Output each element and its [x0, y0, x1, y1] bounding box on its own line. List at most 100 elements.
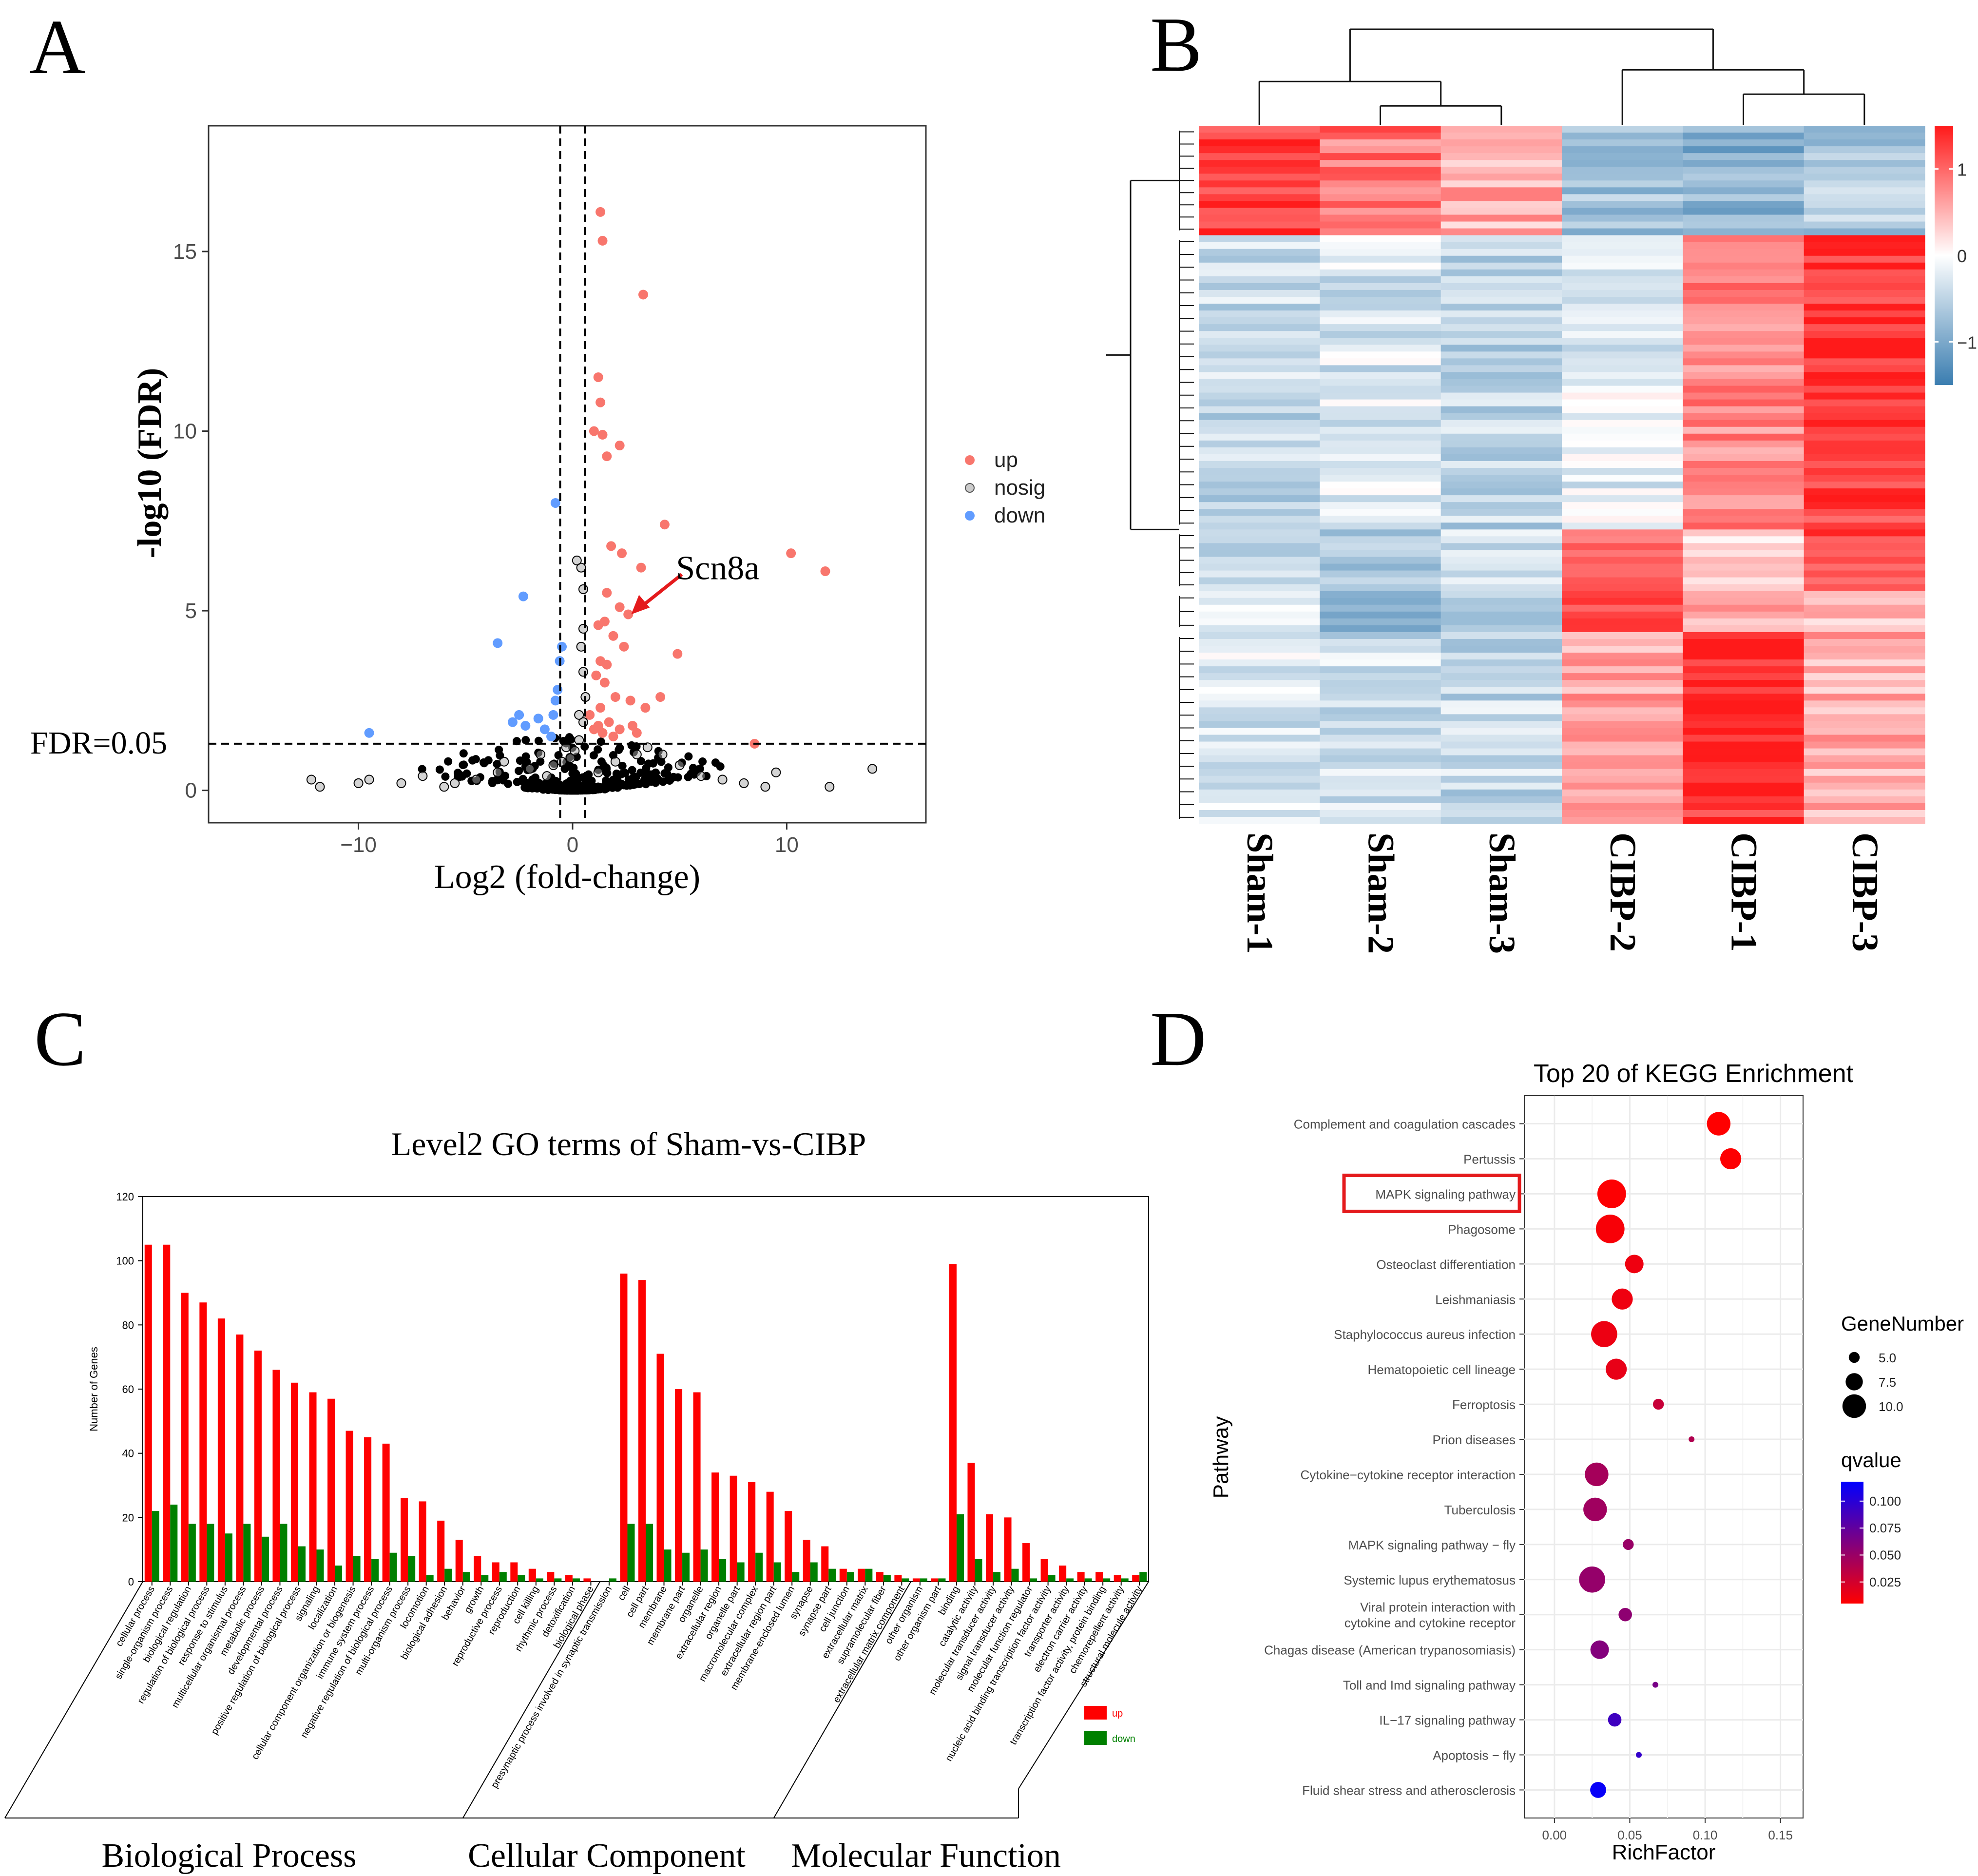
- heatmap-cell: [1440, 235, 1562, 243]
- heatmap-cell: [1320, 214, 1441, 222]
- bar-down: [938, 1578, 946, 1582]
- heatmap-cell: [1320, 242, 1441, 250]
- y-axis-label: -log10 (FDR): [131, 368, 169, 559]
- bar-up: [327, 1398, 335, 1582]
- heatmap-cell: [1562, 180, 1683, 188]
- heatmap-cell: [1683, 201, 1805, 209]
- heatmap-cell: [1440, 700, 1562, 708]
- heatmap-cell: [1199, 645, 1320, 653]
- annotation-arrow-shaft: [638, 573, 683, 610]
- heatmap-cell: [1804, 153, 1925, 160]
- heatmap-cell: [1320, 392, 1441, 400]
- heatmap-cell: [1683, 816, 1805, 824]
- annotation-label: Scn8a: [676, 549, 759, 587]
- bar-down: [188, 1524, 196, 1582]
- volcano-point-nosig: [493, 767, 503, 777]
- bar-down: [700, 1549, 708, 1582]
- heatmap-cell: [1562, 488, 1683, 496]
- heatmap-cell: [1440, 160, 1562, 167]
- bar-up: [565, 1575, 573, 1582]
- heatmap-cell: [1562, 310, 1683, 318]
- panel-letter-a: A: [29, 3, 86, 90]
- heatmap-cell: [1562, 810, 1683, 817]
- heatmap-cell: [1562, 331, 1683, 338]
- heatmap-cell: [1440, 755, 1562, 763]
- heatmap-cell: [1562, 174, 1683, 181]
- bar-up: [290, 1382, 298, 1582]
- volcano-point-nosig: [578, 584, 588, 594]
- volcano-point-nosig-dense: [515, 767, 523, 775]
- heatmap-cell: [1562, 440, 1683, 448]
- heatmap-cell: [1683, 803, 1805, 811]
- heatmap-cell: [1320, 249, 1441, 256]
- heatmap-cell: [1683, 707, 1805, 715]
- heatmap-cell: [1440, 816, 1562, 824]
- heatmap-cell: [1804, 509, 1925, 516]
- heatmap-cell: [1562, 358, 1683, 366]
- heatmap-cell: [1440, 488, 1562, 496]
- heatmap-cell: [1562, 433, 1683, 441]
- heatmap-cell: [1440, 653, 1562, 660]
- heatmap-cell: [1562, 228, 1683, 236]
- heatmap-cell: [1683, 249, 1805, 256]
- volcano-point-nosig: [717, 774, 728, 785]
- heatmap-cell: [1562, 584, 1683, 592]
- heatmap-cell: [1440, 687, 1562, 694]
- heatmap-cell: [1320, 687, 1441, 694]
- heatmap-cell: [1562, 611, 1683, 619]
- y-axis-label: Pathway: [1209, 1416, 1233, 1499]
- heatmap-cell: [1199, 748, 1320, 756]
- heatmap-cell: [1199, 358, 1320, 366]
- heatmap-cell: [1683, 495, 1805, 503]
- heatmap-cell: [1440, 386, 1562, 393]
- heatmap-cell: [1804, 680, 1925, 687]
- heatmap-cell: [1804, 516, 1925, 523]
- heatmap-cell: [1199, 290, 1320, 297]
- volcano-point-nosig-dense: [660, 769, 669, 778]
- bar-up: [1132, 1575, 1140, 1582]
- heatmap-cell: [1320, 659, 1441, 667]
- y-tick-label: 100: [116, 1255, 134, 1267]
- heatmap-cell: [1683, 653, 1805, 660]
- heatmap-cell: [1804, 345, 1925, 352]
- bar-down: [316, 1549, 324, 1582]
- heatmap-cell: [1804, 762, 1925, 770]
- heatmap-cell: [1683, 420, 1805, 427]
- volcano-point-nosig: [306, 774, 316, 785]
- volcano-point-nosig-dense: [643, 775, 652, 784]
- volcano-point-up: [625, 696, 635, 706]
- heatmap-cell: [1320, 126, 1441, 133]
- volcano-point-nosig-dense: [484, 756, 493, 765]
- pathway-label: Prion diseases: [1432, 1432, 1516, 1447]
- pathway-label: Ferroptosis: [1452, 1397, 1516, 1412]
- heatmap-cell: [1320, 228, 1441, 236]
- volcano-point-nosig: [570, 746, 580, 756]
- volcano-point-nosig-dense: [462, 769, 471, 778]
- heatmap-cell: [1320, 653, 1441, 660]
- bar-up: [181, 1293, 189, 1582]
- heatmap-cell: [1562, 379, 1683, 387]
- heatmap-cell: [1440, 516, 1562, 523]
- heatmap-cell: [1683, 673, 1805, 680]
- volcano-point-up: [640, 703, 651, 713]
- volcano-point-nosig: [578, 667, 588, 677]
- heatmap-cell: [1199, 502, 1320, 509]
- heatmap-cell: [1440, 351, 1562, 359]
- bar-down: [536, 1578, 543, 1582]
- heatmap-cell: [1683, 228, 1805, 236]
- heatmap-cell: [1683, 269, 1805, 277]
- heatmap-cell: [1804, 133, 1925, 140]
- heatmap-cell: [1199, 221, 1320, 229]
- heatmap-cell: [1440, 611, 1562, 619]
- volcano-point-nosig-dense: [519, 774, 527, 783]
- heatmap-cell: [1440, 782, 1562, 790]
- heatmap-cell: [1440, 324, 1562, 331]
- bar-down: [408, 1556, 416, 1582]
- heatmap-cell: [1440, 522, 1562, 530]
- heatmap-cell: [1440, 645, 1562, 653]
- pathway-label: MAPK signaling pathway − fly: [1348, 1538, 1516, 1552]
- bar-down: [207, 1524, 214, 1582]
- volcano-point-nosig: [576, 562, 586, 573]
- qvalue-tick-label: 0.050: [1869, 1547, 1901, 1562]
